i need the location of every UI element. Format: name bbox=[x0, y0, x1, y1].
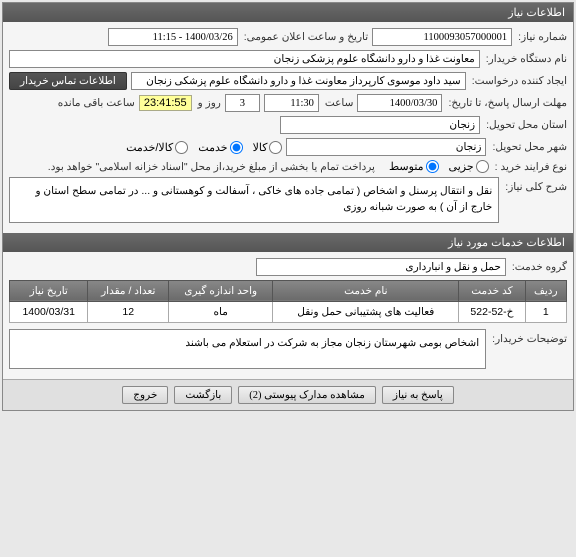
purchase-type-label: نوع فرایند خرید : bbox=[493, 161, 567, 173]
th-qty: تعداد / مقدار bbox=[88, 280, 169, 301]
summary-label: شرح کلی نیاز: bbox=[503, 177, 567, 193]
th-row: ردیف bbox=[525, 280, 566, 301]
creator-label: ایجاد کننده درخواست: bbox=[470, 75, 567, 87]
days-remaining-input bbox=[225, 94, 260, 112]
th-date: تاریخ نیاز bbox=[10, 280, 88, 301]
purchase-type-group: جزیی متوسط bbox=[389, 160, 489, 173]
province-label: استان محل تحویل: bbox=[484, 119, 567, 131]
need-no-input[interactable] bbox=[372, 28, 512, 46]
th-unit: واحد اندازه گیری bbox=[169, 280, 273, 301]
td-row: 1 bbox=[525, 301, 566, 322]
time-label: ساعت bbox=[323, 97, 354, 109]
panel-body: شماره نیاز: تاریخ و ساعت اعلان عمومی: نا… bbox=[3, 22, 573, 233]
city-input[interactable] bbox=[286, 138, 486, 156]
respond-button[interactable]: پاسخ به نیاز bbox=[382, 386, 454, 404]
radio-goods-service[interactable]: کالا/خدمت bbox=[126, 141, 188, 154]
section2-title: اطلاعات خدمات مورد نیاز bbox=[3, 233, 573, 252]
th-name: نام خدمت bbox=[273, 280, 459, 301]
city-label: شهر محل تحویل: bbox=[490, 141, 567, 153]
deadline-date-input[interactable] bbox=[357, 94, 442, 112]
radio-medium[interactable]: متوسط bbox=[389, 160, 439, 173]
remaining-label: ساعت باقی مانده bbox=[56, 97, 135, 109]
table-row[interactable]: 1 خ-52-522 فعالیت های پشتیبانی حمل ونقل … bbox=[10, 301, 567, 322]
radio-goods[interactable]: کالا bbox=[253, 141, 283, 154]
footer-buttons: پاسخ به نیاز مشاهده مدارک پیوستی (2) باز… bbox=[3, 379, 573, 410]
province-input[interactable] bbox=[280, 116, 480, 134]
deadline-time-input[interactable] bbox=[264, 94, 319, 112]
section2-body: گروه خدمت: ردیف کد خدمت نام خدمت واحد ان… bbox=[3, 252, 573, 379]
back-button[interactable]: بازگشت bbox=[174, 386, 232, 404]
exit-button[interactable]: خروج bbox=[122, 386, 168, 404]
td-name: فعالیت های پشتیبانی حمل ونقل bbox=[273, 301, 459, 322]
radio-service[interactable]: خدمت bbox=[198, 141, 242, 154]
group-input[interactable] bbox=[256, 258, 506, 276]
countdown: 23:41:55 bbox=[139, 95, 192, 111]
buyer-notes-label: توضیحات خریدار: bbox=[490, 329, 567, 345]
td-unit: ماه bbox=[169, 301, 273, 322]
buyer-notes-box: اشخاص بومی شهرستان زنجان مجاز به شرکت در… bbox=[9, 329, 486, 369]
creator-input[interactable] bbox=[131, 72, 466, 90]
buyer-org-label: نام دستگاه خریدار: bbox=[484, 53, 567, 65]
td-qty: 12 bbox=[88, 301, 169, 322]
announce-label: تاریخ و ساعت اعلان عمومی: bbox=[242, 31, 368, 43]
main-panel: اطلاعات نیاز شماره نیاز: تاریخ و ساعت اع… bbox=[2, 2, 574, 411]
deadline-label: مهلت ارسال پاسخ، تا تاریخ: bbox=[446, 97, 567, 109]
radio-partial[interactable]: جزیی bbox=[449, 160, 489, 173]
td-code: خ-52-522 bbox=[459, 301, 525, 322]
goods-service-group: کالا خدمت کالا/خدمت bbox=[126, 141, 282, 154]
payment-note: پرداخت تمام یا بخشی از مبلغ خرید،از محل … bbox=[46, 161, 375, 173]
td-date: 1400/03/31 bbox=[10, 301, 88, 322]
table-header-row: ردیف کد خدمت نام خدمت واحد اندازه گیری ت… bbox=[10, 280, 567, 301]
services-table: ردیف کد خدمت نام خدمت واحد اندازه گیری ت… bbox=[9, 280, 567, 323]
attachments-button[interactable]: مشاهده مدارک پیوستی (2) bbox=[238, 386, 376, 404]
need-no-label: شماره نیاز: bbox=[516, 31, 567, 43]
group-label: گروه خدمت: bbox=[510, 261, 567, 273]
th-code: کد خدمت bbox=[459, 280, 525, 301]
buyer-org-input[interactable] bbox=[9, 50, 480, 68]
panel-title: اطلاعات نیاز bbox=[3, 3, 573, 22]
announce-input[interactable] bbox=[108, 28, 238, 46]
days-label: روز و bbox=[196, 97, 221, 109]
contact-button[interactable]: اطلاعات تماس خریدار bbox=[9, 72, 127, 90]
summary-box: نقل و انتقال پرسنل و اشخاص ( تمامی جاده … bbox=[9, 177, 499, 223]
